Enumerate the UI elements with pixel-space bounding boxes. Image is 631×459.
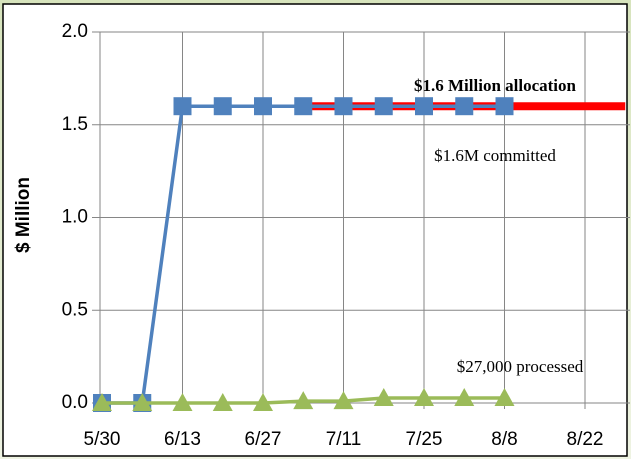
y-tick-label: 1.0 [62,207,88,228]
y-tick-label: 2.0 [62,21,88,42]
y-tick-label: 1.5 [62,114,88,135]
y-tick-label: 0.0 [62,392,88,413]
triangle-marker [373,387,394,406]
x-tick-label: 5/30 [84,429,121,450]
chart-frame [2,3,628,457]
triangle-marker [454,387,475,406]
square-marker [213,97,232,116]
square-marker [415,97,433,116]
x-tick-label: 6/27 [245,429,282,450]
x-tick-label: 8/22 [567,429,604,450]
triangle-marker [212,393,233,411]
square-marker [455,97,474,116]
x-tick-label: 8/8 [491,429,517,450]
x-tick-label: 6/13 [164,429,201,450]
triangle-marker [414,387,434,406]
y-axis-label: $ Million [13,177,34,253]
triangle-marker [333,391,354,410]
triangle-marker [293,391,314,410]
square-marker [173,97,192,116]
square-marker [294,97,313,116]
series-annotation: $27,000 processed [457,357,584,376]
y-tick-label: 0.5 [62,299,88,320]
triangle-marker [92,393,112,411]
triangle-marker [253,393,273,411]
x-tick-label: 7/11 [326,429,362,450]
triangle-marker [172,393,193,411]
series-annotation: $1.6 Million allocation [414,76,577,95]
square-marker [374,97,393,116]
x-tick-label: 7/25 [406,429,443,450]
square-marker [334,97,353,116]
square-marker [495,97,514,116]
square-marker [254,97,272,116]
series-annotation: $1.6M committed [434,146,556,165]
triangle-marker [132,393,153,411]
triangle-marker [494,387,515,406]
